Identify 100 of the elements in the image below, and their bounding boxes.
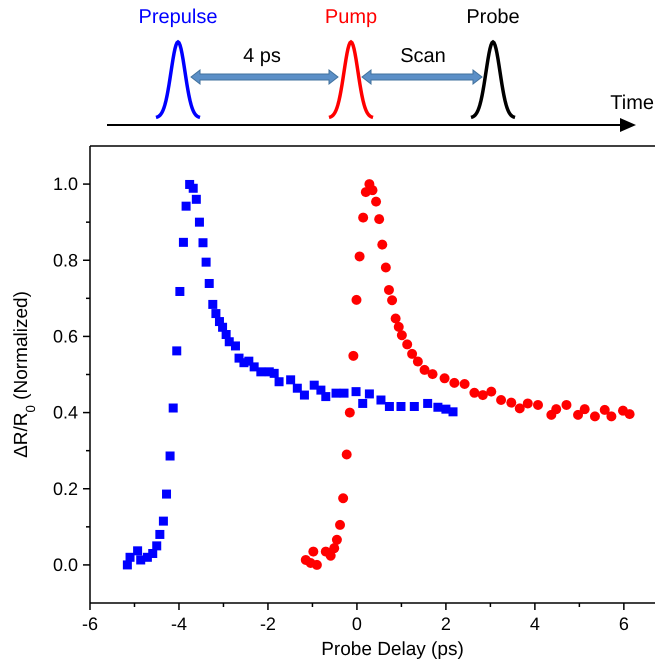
point [354,251,365,262]
point [358,212,368,223]
x-tick-label: -4 [170,614,187,634]
point [376,396,386,405]
point [380,262,391,272]
point [192,194,201,204]
point [162,490,172,499]
point [606,411,616,422]
y-tick-label: 1.0 [52,174,78,194]
point [396,402,406,411]
point [194,218,204,227]
point [561,400,572,410]
point [580,404,590,414]
point [155,530,164,539]
point [522,398,533,408]
point [573,410,584,420]
point [182,202,191,211]
point [428,369,438,380]
point [308,546,318,557]
point [407,348,418,359]
point [335,520,346,530]
point [433,402,442,412]
point [188,184,198,193]
x-tick-label: -2 [260,614,276,634]
point [396,330,407,340]
x-tick-label: -6 [82,614,98,634]
point [364,389,374,398]
text: Pump [324,6,378,28]
point [590,411,600,422]
x-tick-label: 6 [618,614,629,634]
point [624,409,635,420]
point [202,258,211,267]
point [310,380,319,390]
point [384,402,394,411]
point [532,400,543,410]
point [166,452,175,460]
point [329,543,340,554]
point [394,322,404,332]
point [384,284,394,295]
y-tick-label: 0.8 [52,250,78,270]
point [270,368,279,378]
text: Prepulse [138,6,218,28]
point [551,404,562,414]
point [321,392,330,402]
point [230,341,240,350]
text: Probe [466,6,520,28]
point [292,384,302,393]
point [175,286,184,296]
point [448,407,458,416]
point [274,377,284,386]
point [469,388,480,398]
point [440,373,450,384]
point [338,493,348,504]
point [208,300,218,309]
point [402,339,412,350]
text: 4 ps [243,45,281,67]
point [342,449,352,460]
point [390,314,401,324]
point [133,546,142,556]
point [168,404,178,413]
point [126,552,135,562]
point [158,516,168,526]
y-tick-label: 0.4 [52,402,78,423]
point [198,238,208,248]
point [387,295,398,306]
point [178,238,188,247]
point [348,350,358,361]
y-tick-label: 0.2 [52,478,78,499]
x-axis-title: Probe Delay (ps) [321,639,464,660]
point [204,278,214,288]
point [423,398,432,408]
point [351,294,362,305]
y-tick-label: 0.0 [52,554,78,575]
point [377,240,388,250]
point [412,356,423,367]
text: Time [610,92,654,114]
point [211,309,220,318]
point [460,379,470,390]
point [371,196,382,207]
point [172,346,182,356]
point [374,214,384,224]
point [312,560,322,570]
point [344,408,355,418]
point [600,404,610,415]
x-tick-label: 4 [530,614,540,634]
point [514,403,525,414]
point [332,534,342,545]
y-tick-label: 0.6 [52,326,78,346]
point [256,367,266,376]
point [326,550,336,561]
point [152,541,162,550]
point [286,375,296,384]
point [352,387,361,396]
point [358,398,368,408]
point [478,390,488,400]
x-tick-label: 2 [440,614,451,634]
point [486,386,496,397]
text: Scan [400,45,446,67]
point [449,378,460,388]
point [506,398,516,408]
